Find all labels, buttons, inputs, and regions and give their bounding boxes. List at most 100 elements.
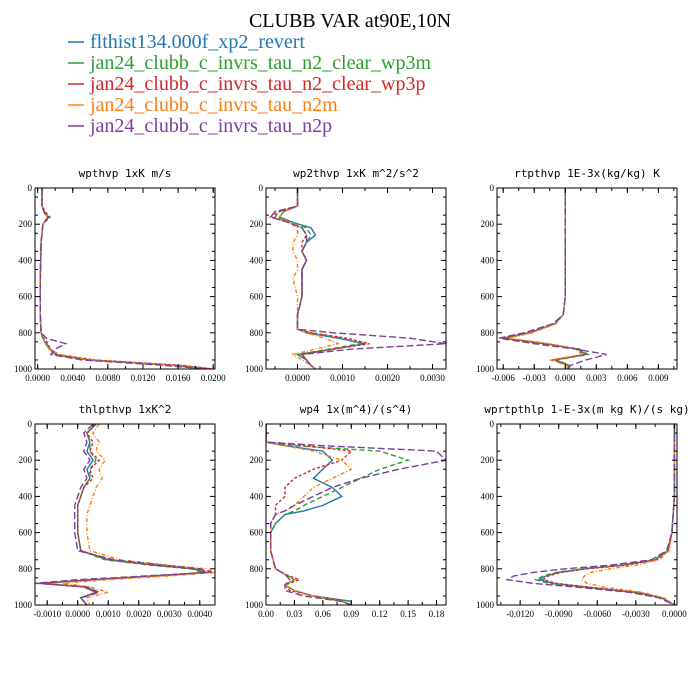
x-tick-label: 0.0120 xyxy=(131,373,156,383)
panel-title: wp2thvp 1xK m^2/s^2 xyxy=(293,167,419,180)
legend-label: flthist134.000f_xp2_revert xyxy=(90,31,305,53)
series-line xyxy=(273,188,361,369)
plot-frame xyxy=(265,187,447,370)
y-tick-label: 200 xyxy=(481,455,495,465)
x-tick-label: 0.0020 xyxy=(375,373,400,383)
y-tick-label: 0 xyxy=(490,419,495,429)
series-line xyxy=(39,188,211,369)
y-tick-label: 600 xyxy=(19,292,33,302)
legend-entry: jan24_clubb_c_invrs_tau_n2m xyxy=(68,94,338,116)
y-tick-label: 200 xyxy=(250,455,264,465)
x-tick-label: 0.0160 xyxy=(166,373,191,383)
y-tick-label: 0 xyxy=(28,183,33,193)
y-tick-label: 400 xyxy=(19,255,33,265)
panel-title: thlpthvp 1xK^2 xyxy=(79,403,172,416)
chart-panel: thlpthvp 1xK^2 0 200 400 600 800 1000-0.0010 0.… xyxy=(14,403,216,619)
series-line xyxy=(35,424,213,605)
y-tick-label: 200 xyxy=(250,219,264,229)
x-tick-label: 0.06 xyxy=(315,609,331,619)
series-line xyxy=(39,188,212,369)
chart-panel: rtpthvp 1E-3x(kg/kg) K02004006008001000-… xyxy=(476,167,678,383)
y-tick-label: 800 xyxy=(250,328,264,338)
series-line xyxy=(498,188,607,369)
legend-entry: jan24_clubb_c_invrs_tau_n2_clear_wp3m xyxy=(68,52,431,74)
x-tick-label: -0.0010 xyxy=(33,609,61,619)
y-tick-label: 200 xyxy=(19,219,33,229)
y-tick-label: 600 xyxy=(481,292,495,302)
y-tick-label: 200 xyxy=(19,455,33,465)
plot-frame xyxy=(496,187,678,370)
panel-title: wprtpthlp 1-E-3x(m kg K)/(s kg) xyxy=(484,403,689,416)
x-tick-label: 0.0010 xyxy=(330,373,355,383)
x-tick-label: 0.0000 xyxy=(25,373,50,383)
x-tick-label: 0.000 xyxy=(555,373,576,383)
plot-frame xyxy=(265,423,447,606)
series-line xyxy=(500,188,586,369)
x-tick-label: 0.0030 xyxy=(157,609,182,619)
series-line xyxy=(266,424,353,605)
series-line xyxy=(62,424,215,605)
x-tick-label: -0.0030 xyxy=(622,609,650,619)
panel-title: wp4 1x(m^4)/(s^4) xyxy=(300,403,413,416)
legend-label: jan24_clubb_c_invrs_tau_n2m xyxy=(89,94,338,116)
x-tick-label: 0.009 xyxy=(648,373,669,383)
series-line xyxy=(505,188,590,369)
x-tick-label: -0.006 xyxy=(492,373,516,383)
plot-frame xyxy=(34,187,216,370)
series-line xyxy=(269,188,446,369)
x-tick-label: -0.0090 xyxy=(545,609,573,619)
x-tick-label: 0.18 xyxy=(429,609,445,619)
x-tick-label: 0.0200 xyxy=(201,373,226,383)
y-tick-label: 800 xyxy=(250,564,264,574)
y-tick-label: 1000 xyxy=(14,364,33,374)
x-tick-label: -0.0120 xyxy=(506,609,534,619)
y-tick-label: 0 xyxy=(259,183,264,193)
x-tick-label: 0.12 xyxy=(372,609,388,619)
y-tick-label: 600 xyxy=(250,528,264,538)
y-tick-label: 600 xyxy=(250,292,264,302)
y-tick-label: 1000 xyxy=(476,364,495,374)
y-tick-label: 200 xyxy=(481,219,495,229)
legend-label: jan24_clubb_c_invrs_tau_n2p xyxy=(89,115,332,137)
series-line xyxy=(508,188,584,369)
chart-panel: wprtpthlp 1-E-3x(m kg K)/(s kg) 0 200 400 60… xyxy=(476,403,690,619)
y-tick-label: 800 xyxy=(19,328,33,338)
x-tick-label: 0.15 xyxy=(400,609,416,619)
series-line xyxy=(39,188,214,369)
x-tick-label: 0.09 xyxy=(343,609,359,619)
y-tick-label: 600 xyxy=(481,528,495,538)
x-tick-label: 0.0000 xyxy=(65,609,90,619)
legend: flthist134.000f_xp2_revertjan24_clubb_c_… xyxy=(68,31,431,137)
series-line xyxy=(266,424,446,605)
series-line xyxy=(503,188,588,369)
series-line xyxy=(537,424,676,605)
figure-title: CLUBB VAR at90E,10N xyxy=(249,10,451,32)
y-tick-label: 400 xyxy=(19,491,33,501)
series-line xyxy=(505,424,676,605)
x-tick-label: -0.0060 xyxy=(583,609,611,619)
x-tick-label: 0.0000 xyxy=(285,373,310,383)
x-tick-label: 0.003 xyxy=(586,373,607,383)
y-tick-label: 1000 xyxy=(14,600,33,610)
series-line xyxy=(541,424,676,605)
legend-entry: jan24_clubb_c_invrs_tau_n2p xyxy=(68,115,332,137)
y-tick-label: 0 xyxy=(490,183,495,193)
y-tick-label: 800 xyxy=(19,564,33,574)
y-tick-label: 800 xyxy=(481,328,495,338)
series-line xyxy=(278,188,341,369)
x-tick-label: 0.0030 xyxy=(420,373,445,383)
x-tick-label: 0.0000 xyxy=(662,609,687,619)
plot-frame xyxy=(496,423,678,606)
y-tick-label: 1000 xyxy=(476,600,495,610)
y-tick-label: 400 xyxy=(250,255,264,265)
series-line xyxy=(39,188,208,369)
series-line xyxy=(266,424,353,605)
legend-entry: flthist134.000f_xp2_revert xyxy=(68,31,305,53)
chart-panel: wp2thvp 1xK m^2/s^2 0 200 400 600 800 1000 0.00… xyxy=(245,167,447,383)
x-tick-label: 0.0010 xyxy=(96,609,121,619)
legend-label: jan24_clubb_c_invrs_tau_n2_clear_wp3p xyxy=(89,73,425,95)
series-line xyxy=(580,424,676,605)
y-tick-label: 600 xyxy=(19,528,33,538)
